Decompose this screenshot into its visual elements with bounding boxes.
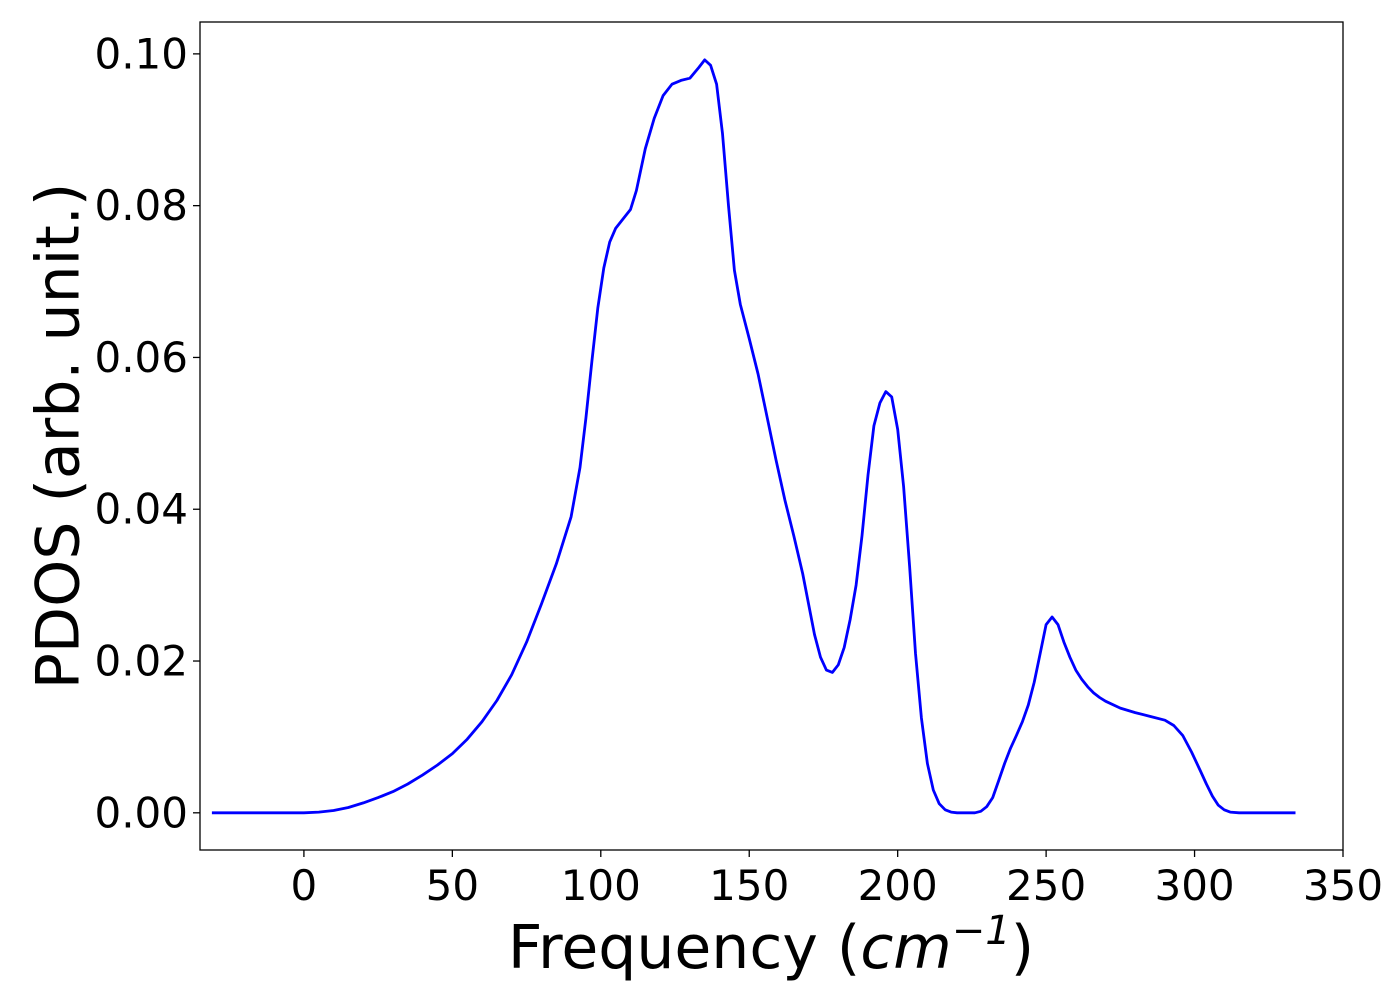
- y-tick-label: 0.10: [94, 29, 188, 78]
- x-axis-ticks: 0 50 100 150 200 250 300 350: [291, 850, 1383, 910]
- x-axis-label-exponent: −1: [952, 908, 1011, 954]
- y-tick-label: 0.04: [94, 485, 188, 534]
- x-axis-label: Frequency (cm−1): [508, 908, 1034, 983]
- plot-frame: [199, 21, 1344, 851]
- x-tick-label: 100: [561, 861, 641, 910]
- x-tick-label: 250: [1006, 861, 1086, 910]
- x-tick-label: 50: [426, 861, 479, 910]
- x-axis-label-suffix: ): [1011, 913, 1034, 983]
- series-line-0: [211, 58, 1296, 815]
- x-tick-label: 200: [858, 861, 938, 910]
- plot-area: [211, 58, 1296, 815]
- x-tick-label: 350: [1303, 861, 1383, 910]
- y-axis-ticks: 0.00 0.02 0.04 0.06 0.08 0.10: [94, 29, 200, 837]
- y-axis-label: PDOS (arb. unit.): [24, 183, 94, 690]
- x-tick-label: 0: [291, 861, 318, 910]
- x-axis-label-prefix: Frequency (: [508, 913, 860, 983]
- y-tick-label: 0.02: [94, 637, 188, 686]
- x-tick-label: 150: [709, 861, 789, 910]
- x-axis-label-unit: cm: [860, 913, 951, 983]
- x-tick-label: 300: [1154, 861, 1234, 910]
- y-tick-label: 0.00: [94, 788, 188, 837]
- y-tick-label: 0.06: [94, 333, 188, 382]
- y-tick-label: 0.08: [94, 181, 188, 230]
